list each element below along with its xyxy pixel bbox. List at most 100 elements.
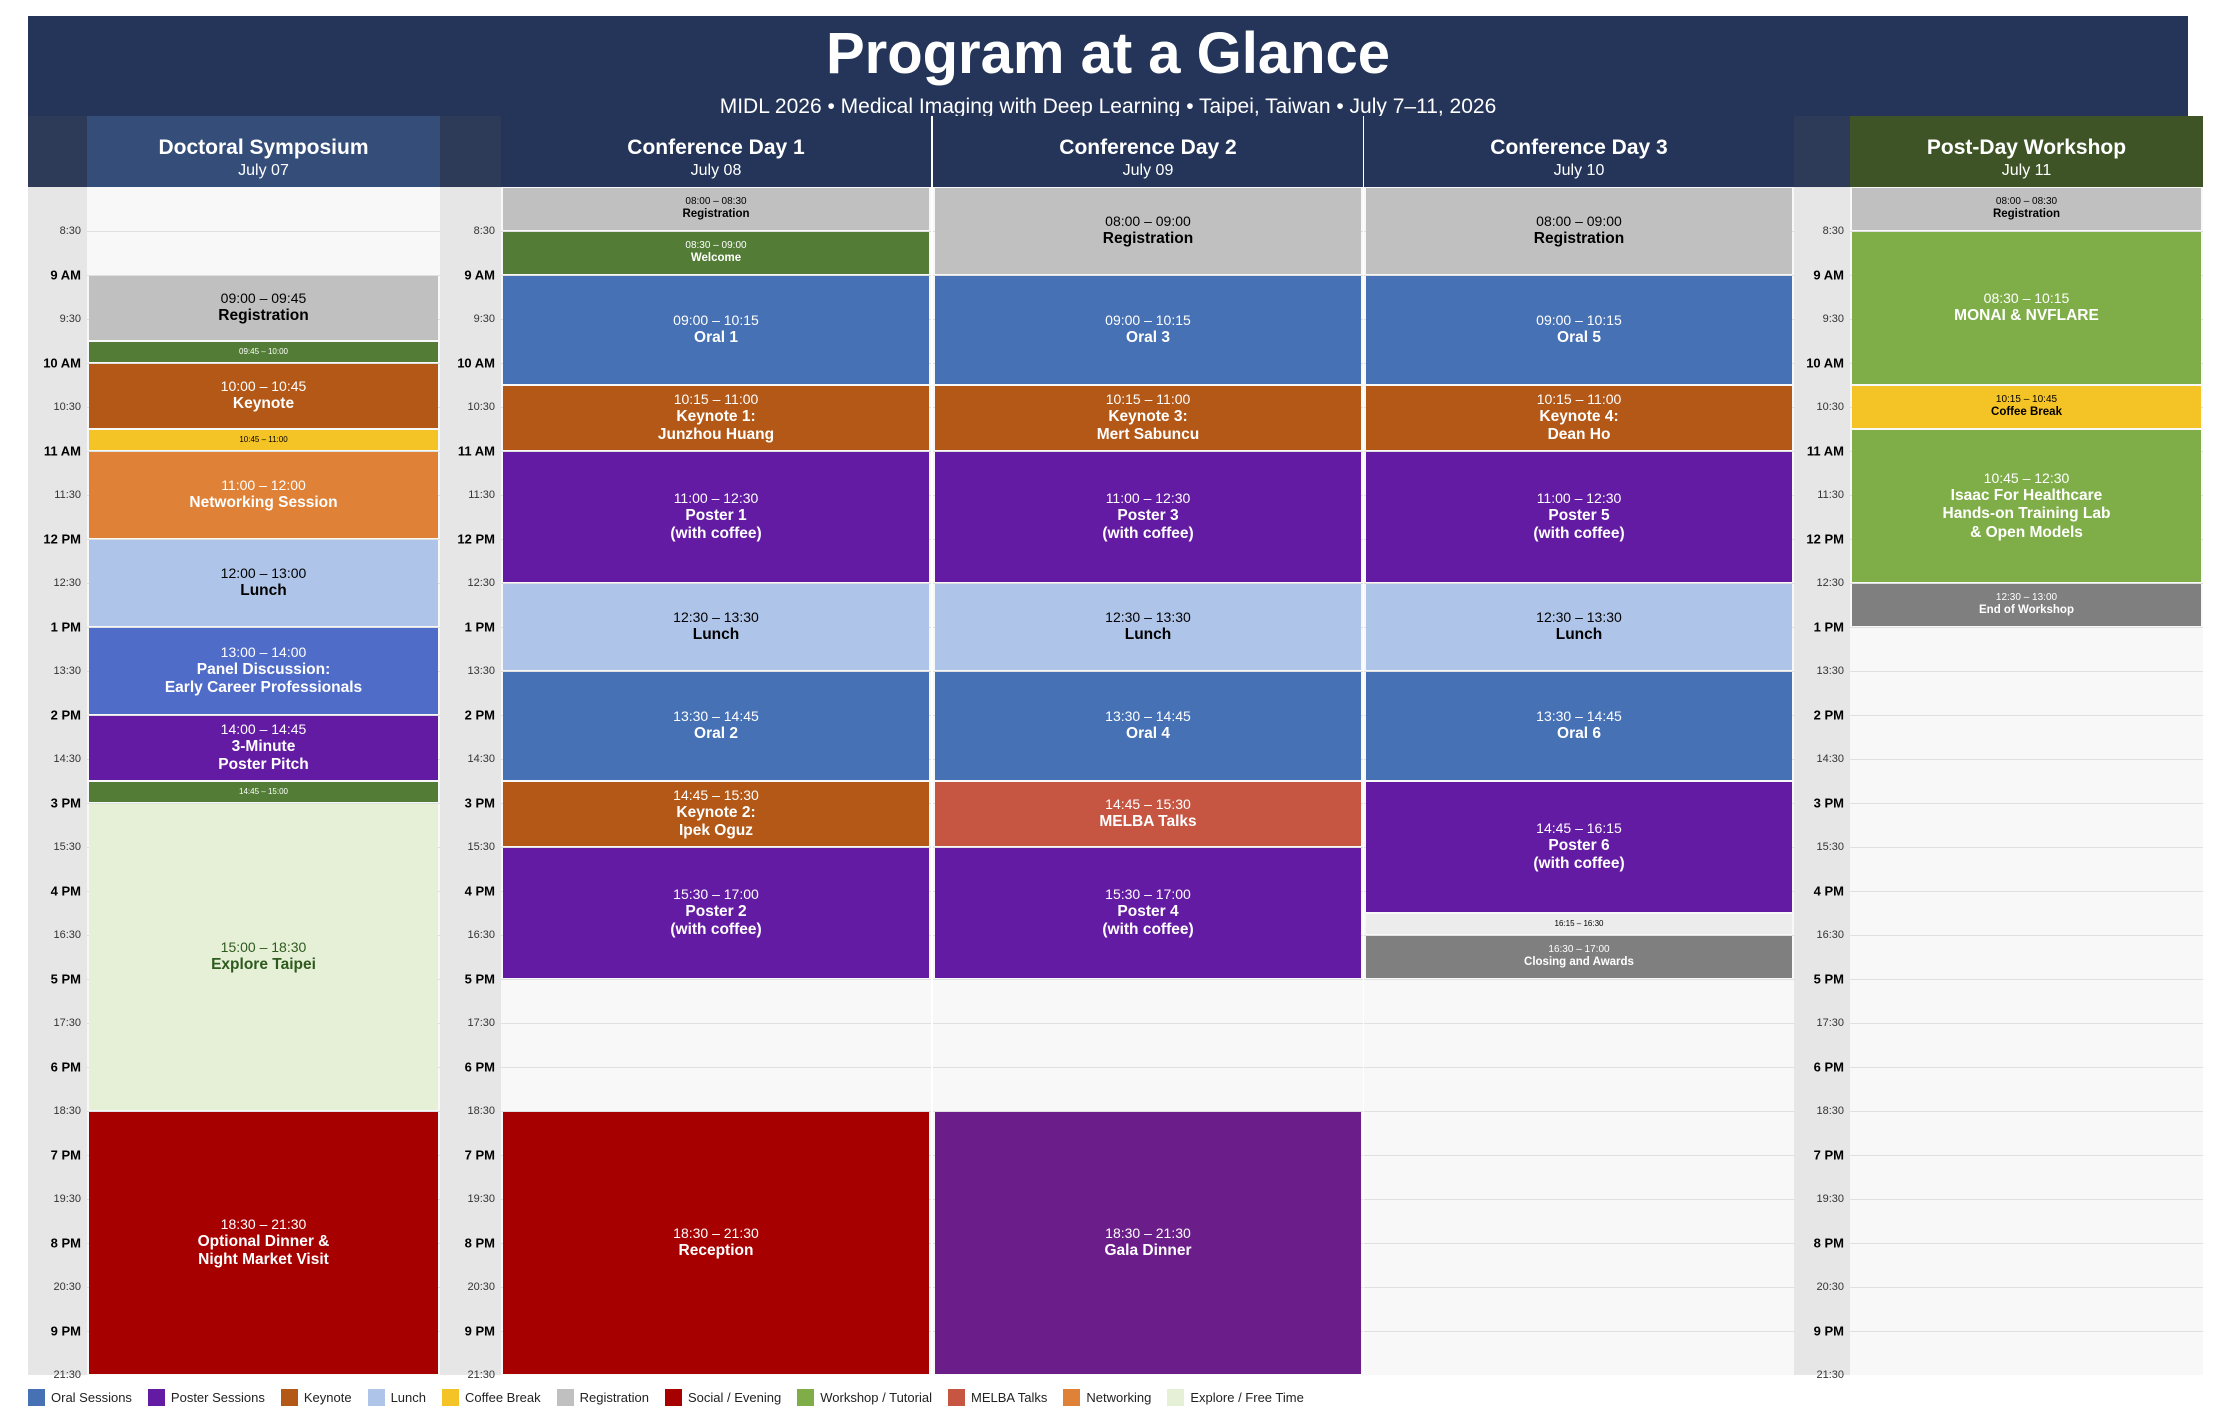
- session-block[interactable]: 12:00 – 13:00 Lunch: [89, 540, 438, 626]
- session-time: 15:00 – 18:30: [220, 939, 307, 956]
- time-tick-label: 11 AM: [457, 443, 495, 459]
- session-name: Oral 6: [1557, 725, 1601, 743]
- session-block[interactable]: 14:00 – 14:45 3-Minute Poster Pitch: [89, 716, 438, 780]
- session-block[interactable]: 09:45 – 10:00: [89, 342, 438, 362]
- session-name: Registration: [1102, 230, 1194, 248]
- session-time: 18:30 – 21:30: [673, 1225, 759, 1242]
- session-block[interactable]: 10:15 – 11:00 Keynote 4: Dean Ho: [1366, 386, 1792, 450]
- session-block[interactable]: 08:00 – 08:30 Registration: [1852, 188, 2201, 230]
- session-block[interactable]: 11:00 – 12:30 Poster 1 (with coffee): [503, 452, 929, 582]
- day-column-header: Post-Day Workshop July 11: [1850, 116, 2203, 187]
- session-name: Welcome: [690, 252, 742, 265]
- grid-line: [87, 803, 440, 804]
- time-tick-label: 14:30: [467, 753, 495, 765]
- session-name: Keynote 1: Junzhou Huang: [657, 407, 775, 444]
- session-block[interactable]: 08:00 – 09:00 Registration: [935, 188, 1361, 274]
- gutter-header: [1794, 116, 1850, 187]
- session-block[interactable]: 18:30 – 21:30 Reception: [503, 1112, 929, 1374]
- session-time: 08:30 – 09:00: [685, 240, 747, 252]
- time-tick-label: 7 PM: [50, 1147, 81, 1163]
- time-tick-label: 10 AM: [1806, 355, 1844, 371]
- grid-line: [501, 1111, 931, 1112]
- legend-item: Oral Sessions: [28, 1388, 132, 1406]
- session-block[interactable]: 09:00 – 09:45 Registration: [89, 276, 438, 340]
- session-name: Registration: [1533, 230, 1625, 248]
- session-name: Closing and Awards: [1524, 956, 1634, 969]
- session-block[interactable]: 09:00 – 10:15 Oral 3: [935, 276, 1361, 384]
- day-date: July 11: [2001, 162, 2052, 179]
- session-block[interactable]: 08:30 – 09:00 Welcome: [503, 232, 929, 274]
- session-block[interactable]: 13:00 – 14:00 Panel Discussion: Early Car…: [89, 628, 438, 714]
- session-block[interactable]: 15:30 – 17:00 Poster 2 (with coffee): [503, 848, 929, 978]
- session-block[interactable]: 09:00 – 10:15 Oral 5: [1366, 276, 1792, 384]
- session-block[interactable]: 18:30 – 21:30 Optional Dinner & Night Mar…: [89, 1112, 438, 1374]
- session-block[interactable]: 11:00 – 12:00 Networking Session: [89, 452, 438, 538]
- time-tick-label: 18:30: [467, 1105, 495, 1117]
- time-tick-label: 8 PM: [50, 1235, 81, 1251]
- session-block[interactable]: 10:15 – 10:45 Coffee Break: [1852, 386, 2201, 428]
- grid-line: [1850, 1199, 2203, 1200]
- session-block[interactable]: 15:00 – 18:30 Explore Taipei: [89, 804, 438, 1110]
- session-block[interactable]: 08:30 – 10:15 MONAI & NVFLARE: [1852, 232, 2201, 384]
- time-tick-label: 9 PM: [1813, 1323, 1844, 1339]
- time-tick-label: 15:30: [53, 841, 81, 853]
- time-tick-label: 21:30: [53, 1369, 81, 1381]
- session-block[interactable]: 18:30 – 21:30 Gala Dinner: [935, 1112, 1361, 1374]
- time-gutter: 8:30 9 AM 9:30 10 AM 10:30 11 AM 11:30 12 PM 12:…: [1794, 187, 1850, 1381]
- legend-swatch: [1063, 1388, 1081, 1406]
- grid-line: [1364, 583, 1794, 584]
- session-block[interactable]: 16:30 – 17:00 Closing and Awards: [1366, 936, 1792, 978]
- grid-line: [1364, 935, 1794, 936]
- time-tick-label: 9 AM: [464, 267, 495, 283]
- session-block[interactable]: 12:30 – 13:30 Lunch: [503, 584, 929, 670]
- time-tick-label: 9 PM: [50, 1323, 81, 1339]
- session-block[interactable]: 13:30 – 14:45 Oral 6: [1366, 672, 1792, 780]
- session-block[interactable]: 10:45 – 12:30 Isaac For Healthcare Hands-…: [1852, 430, 2201, 582]
- session-time: 09:00 – 10:15: [673, 312, 759, 329]
- session-block[interactable]: 14:45 – 15:30 MELBA Talks: [935, 782, 1361, 846]
- grid-line: [933, 1067, 1363, 1068]
- session-block[interactable]: 11:00 – 12:30 Poster 5 (with coffee): [1366, 452, 1792, 582]
- session-block[interactable]: 08:00 – 08:30 Registration: [503, 188, 929, 230]
- grid-line: [1850, 847, 2203, 848]
- day-name: Conference Day 3: [1490, 136, 1668, 159]
- day-column-header: Conference Day 2 July 09: [933, 116, 1363, 187]
- session-block[interactable]: 11:00 – 12:30 Poster 3 (with coffee): [935, 452, 1361, 582]
- day-column: 08:00 – 09:00 Registration 09:00 – 10:15 Or…: [1364, 187, 1794, 1375]
- session-time: 12:00 – 13:00: [220, 565, 307, 582]
- session-block[interactable]: 09:00 – 10:15 Oral 1: [503, 276, 929, 384]
- session-block[interactable]: 14:45 – 15:00: [89, 782, 438, 802]
- time-gutter: 8:30 9 AM 9:30 10 AM 10:30 11 AM 11:30 12 PM 12:…: [440, 187, 501, 1381]
- session-time: 08:30 – 10:15: [1983, 290, 2070, 307]
- session-block[interactable]: 08:00 – 09:00 Registration: [1366, 188, 1792, 274]
- session-block[interactable]: 12:30 – 13:30 Lunch: [935, 584, 1361, 670]
- session-name: Isaac For Healthcare Hands-on Training L…: [1942, 486, 2111, 541]
- day-column: 08:00 – 08:30 Registration 08:30 – 09:00 We…: [501, 187, 931, 1375]
- session-time: 11:00 – 12:30: [1536, 490, 1622, 506]
- time-tick-label: 10 AM: [457, 355, 495, 371]
- session-block[interactable]: 16:15 – 16:30: [1366, 914, 1792, 934]
- session-block[interactable]: 14:45 – 15:30 Keynote 2: Ipek Oguz: [503, 782, 929, 846]
- time-tick-label: 9:30: [1822, 313, 1844, 325]
- session-block[interactable]: 13:30 – 14:45 Oral 2: [503, 672, 929, 780]
- legend-item: Coffee Break: [441, 1388, 541, 1406]
- session-block[interactable]: 12:30 – 13:00 End of Workshop: [1852, 584, 2201, 626]
- session-name: Registration: [1992, 208, 2061, 221]
- time-tick-label: 16:30: [53, 929, 81, 941]
- grid-line: [1850, 1067, 2203, 1068]
- session-block[interactable]: 10:00 – 10:45 Keynote: [89, 364, 438, 428]
- grid-line: [1364, 1067, 1794, 1068]
- time-tick-label: 19:30: [467, 1193, 495, 1205]
- time-tick-label: 7 PM: [464, 1147, 495, 1163]
- session-block[interactable]: 10:15 – 11:00 Keynote 3: Mert Sabuncu: [935, 386, 1361, 450]
- session-block[interactable]: 15:30 – 17:00 Poster 4 (with coffee): [935, 848, 1361, 978]
- session-block[interactable]: 13:30 – 14:45 Oral 4: [935, 672, 1361, 780]
- session-block[interactable]: 12:30 – 13:30 Lunch: [1366, 584, 1792, 670]
- session-block[interactable]: 10:45 – 11:00: [89, 430, 438, 450]
- session-name: Reception: [678, 1242, 754, 1260]
- session-block[interactable]: 14:45 – 16:15 Poster 6 (with coffee): [1366, 782, 1792, 912]
- session-block[interactable]: 10:15 – 11:00 Keynote 1: Junzhou Huang: [503, 386, 929, 450]
- grid-line: [933, 1111, 1363, 1112]
- time-tick-label: 18:30: [1816, 1105, 1844, 1117]
